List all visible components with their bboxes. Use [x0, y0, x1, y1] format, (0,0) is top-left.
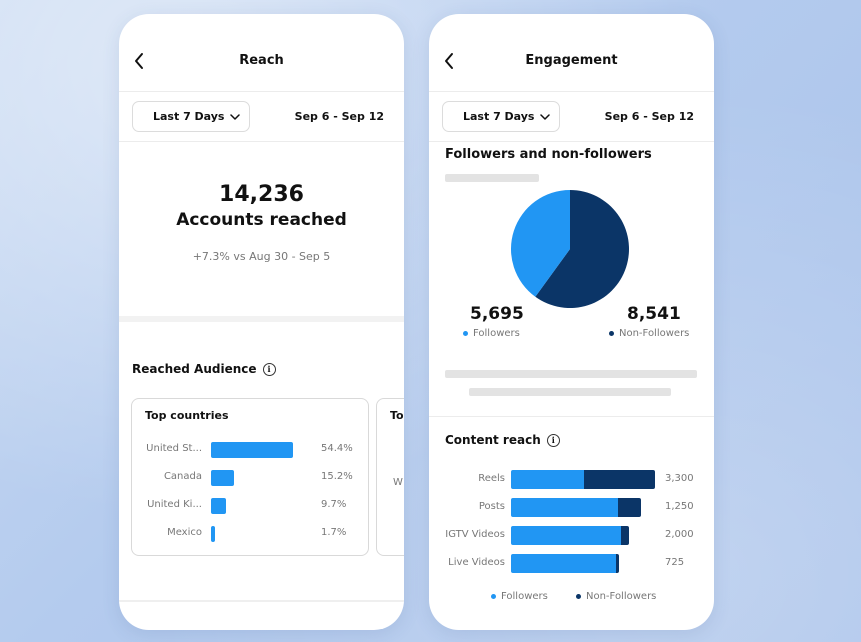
- followers-value: 5,695: [470, 304, 524, 324]
- country-name: Mexico: [167, 527, 202, 538]
- followers-segment: [511, 554, 616, 573]
- date-filter-label: Last 7 Days: [153, 110, 225, 123]
- country-name: Canada: [163, 471, 202, 482]
- info-icon[interactable]: i: [262, 362, 276, 376]
- legend-followers-label: Followers: [501, 591, 548, 602]
- placeholder-bar: [469, 388, 671, 396]
- top-cities-first-row: W: [393, 477, 403, 488]
- page-title: Engagement: [525, 53, 618, 68]
- engagement-screen: Engagement Last 7 Days Sep 6 - Sep 12 Fo…: [429, 14, 714, 630]
- placeholder-bar: [445, 370, 697, 378]
- reach-screen: Reach Last 7 Days Sep 6 - Sep 12 14,236 …: [119, 14, 404, 630]
- chevron-down-icon: [540, 113, 551, 120]
- pie-slice-non-followers: [535, 190, 629, 308]
- engagement-filter-row: Last 7 Days Sep 6 - Sep 12: [429, 92, 714, 142]
- country-pct: 15.2%: [321, 471, 353, 482]
- non-followers-value: 8,541: [627, 304, 681, 324]
- info-icon[interactable]: i: [546, 433, 560, 447]
- date-filter-label: Last 7 Days: [463, 110, 535, 123]
- followers-segment: [511, 498, 618, 517]
- top-countries-card[interactable]: Top countries United St... 54.4% Canada 15.…: [131, 398, 369, 556]
- country-bar: [211, 470, 234, 486]
- followers-legend: Followers: [463, 328, 520, 339]
- non-followers-label: Non-Followers: [619, 328, 690, 339]
- top-countries-title: Top countries: [145, 409, 229, 422]
- country-pct: 1.7%: [321, 527, 347, 538]
- country-bar: [211, 498, 226, 514]
- content-reach-bar: [511, 526, 629, 545]
- country-pct: 9.7%: [321, 499, 347, 510]
- country-row: Canada 15.2%: [132, 469, 368, 487]
- chevron-left-icon[interactable]: [443, 52, 455, 70]
- followers-segment: [511, 470, 585, 489]
- country-bar: [211, 442, 293, 458]
- pie-slice-followers: [511, 190, 570, 297]
- country-bar: [211, 526, 215, 542]
- country-row: Mexico 1.7%: [132, 525, 368, 543]
- content-reach-value: 725: [665, 557, 685, 568]
- content-reach-row: IGTV Videos 2,000: [429, 526, 714, 545]
- top-cities-card[interactable]: To W: [376, 398, 404, 556]
- non-followers-segment: [617, 498, 641, 517]
- accounts-reached-label: Accounts reached: [176, 210, 347, 230]
- date-range: Sep 6 - Sep 12: [604, 110, 694, 123]
- content-reach-bar: [511, 498, 641, 517]
- date-range: Sep 6 - Sep 12: [294, 110, 384, 123]
- non-followers-segment: [620, 526, 629, 545]
- content-reach-bar: [511, 470, 655, 489]
- reached-audience-heading: Reached Audience i: [132, 362, 276, 376]
- country-name: United St...: [146, 443, 202, 454]
- followers-segment: [511, 526, 621, 545]
- content-reach-heading: Content reach i: [445, 433, 560, 447]
- reach-filter-row: Last 7 Days Sep 6 - Sep 12: [119, 92, 404, 142]
- legend-non-followers: Non-Followers: [576, 591, 656, 602]
- section-divider: [119, 316, 404, 322]
- content-type-name: Live Videos: [448, 557, 505, 568]
- reach-delta: +7.3% vs Aug 30 - Sep 5: [192, 250, 331, 263]
- page-title: Reach: [239, 53, 284, 68]
- non-followers-dot: [576, 594, 581, 599]
- followers-pie-chart: [511, 190, 629, 308]
- content-type-name: Reels: [478, 473, 505, 484]
- reached-audience-title: Reached Audience: [132, 362, 257, 376]
- content-reach-row: Live Videos 725: [429, 554, 714, 573]
- top-cities-title: To: [390, 409, 404, 422]
- content-type-name: IGTV Videos: [445, 529, 505, 540]
- content-reach-title: Content reach: [445, 433, 541, 447]
- content-reach-value: 3,300: [665, 473, 694, 484]
- content-reach-row: Reels 3,300: [429, 470, 714, 489]
- content-reach-row: Posts 1,250: [429, 498, 714, 517]
- section-divider: [429, 416, 714, 417]
- date-filter-dropdown[interactable]: Last 7 Days: [442, 101, 560, 132]
- legend-non-followers-label: Non-Followers: [586, 591, 657, 602]
- engagement-nav-bar: Engagement: [429, 14, 714, 92]
- non-followers-legend: Non-Followers: [609, 328, 689, 339]
- content-reach-value: 2,000: [665, 529, 694, 540]
- bottom-divider: [119, 600, 404, 602]
- legend-followers: Followers: [491, 591, 548, 602]
- country-pct: 54.4%: [321, 443, 353, 454]
- followers-section-title: Followers and non-followers: [445, 147, 652, 162]
- date-filter-dropdown[interactable]: Last 7 Days: [132, 101, 250, 132]
- country-row: United St... 54.4%: [132, 441, 368, 459]
- placeholder-bar: [445, 174, 539, 182]
- reach-nav-bar: Reach: [119, 14, 404, 92]
- followers-dot: [463, 331, 468, 336]
- chevron-left-icon[interactable]: [133, 52, 145, 70]
- content-reach-bar: [511, 554, 619, 573]
- non-followers-segment: [584, 470, 655, 489]
- accounts-reached-value: 14,236: [219, 182, 304, 207]
- non-followers-segment: [615, 554, 619, 573]
- chevron-down-icon: [230, 113, 241, 120]
- content-type-name: Posts: [478, 501, 505, 512]
- content-reach-value: 1,250: [665, 501, 694, 512]
- non-followers-dot: [609, 331, 614, 336]
- country-row: United Ki... 9.7%: [132, 497, 368, 515]
- followers-label: Followers: [473, 328, 520, 339]
- country-name: United Ki...: [147, 499, 202, 510]
- followers-dot: [491, 594, 496, 599]
